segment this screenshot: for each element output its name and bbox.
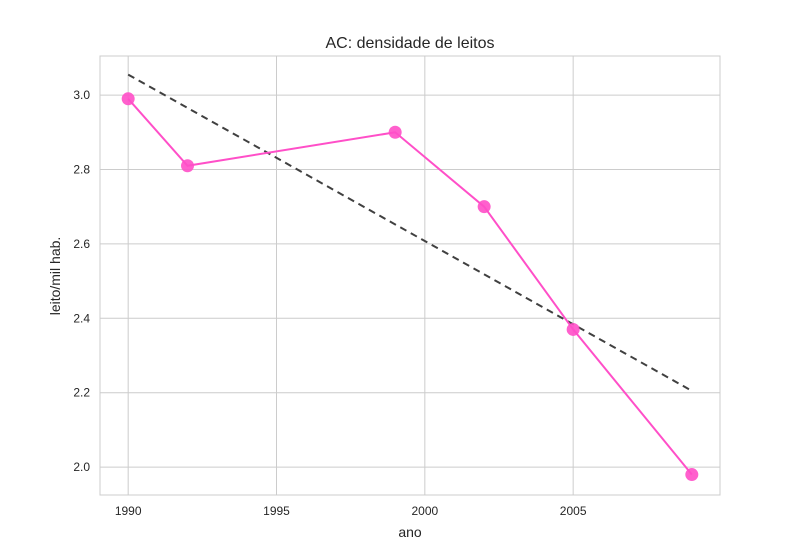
x-tick-labels: 1990 1995 2000 2005 xyxy=(115,504,587,518)
data-point xyxy=(477,200,491,214)
y-tick-label: 2.2 xyxy=(73,386,90,400)
y-tick-label: 2.0 xyxy=(73,460,90,474)
x-tick-label: 1990 xyxy=(115,504,142,518)
x-axis-label: ano xyxy=(398,524,422,540)
chart-title: AC: densidade de leitos xyxy=(326,35,495,52)
data-point xyxy=(388,125,402,139)
plot-frame xyxy=(99,55,721,496)
x-tick-label: 2005 xyxy=(560,504,587,518)
y-tick-label: 3.0 xyxy=(73,88,90,102)
trend-line xyxy=(127,73,693,392)
y-tick-labels: 2.0 2.2 2.4 2.6 2.8 3.0 xyxy=(73,88,90,474)
y-tick-label: 2.8 xyxy=(73,162,90,176)
y-tick-label: 2.6 xyxy=(73,237,90,251)
y-axis-label: leito/mil hab. xyxy=(47,237,63,316)
grid-lines xyxy=(100,56,720,495)
plot-series xyxy=(121,73,699,482)
y-tick-label: 2.4 xyxy=(73,311,90,325)
data-point xyxy=(685,468,699,482)
data-point xyxy=(181,159,195,173)
x-tick-label: 2000 xyxy=(411,504,438,518)
x-tick-label: 1995 xyxy=(263,504,290,518)
series-line xyxy=(127,98,693,476)
data-point xyxy=(121,92,135,106)
data-point xyxy=(566,322,580,336)
